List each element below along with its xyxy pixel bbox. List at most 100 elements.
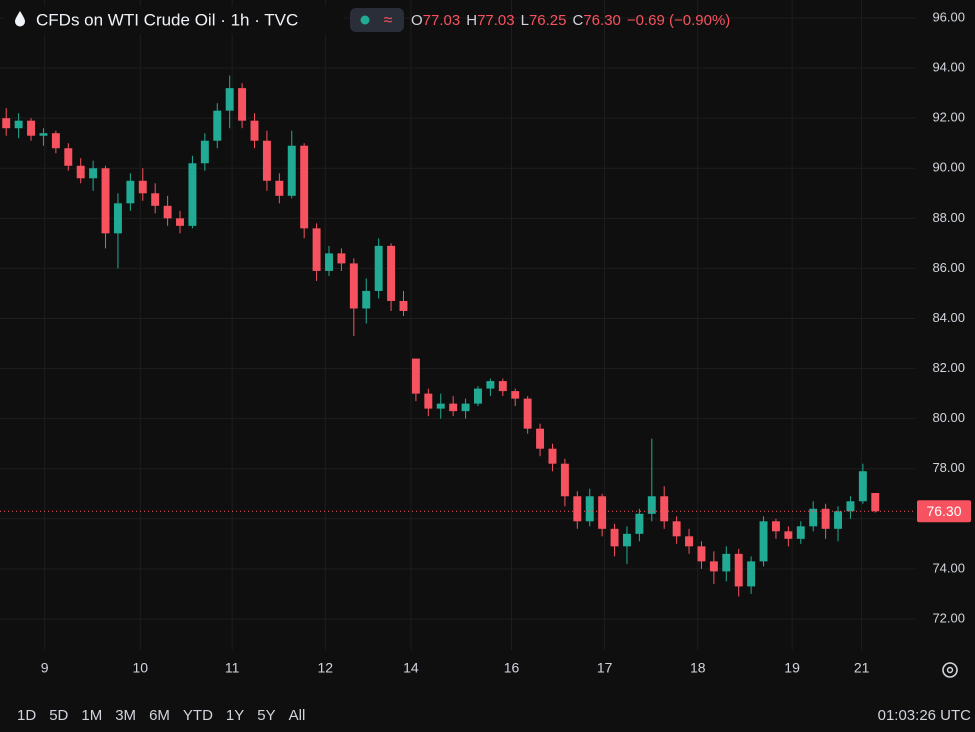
y-tick-label: 94.00 — [932, 60, 965, 75]
y-tick-label: 74.00 — [932, 560, 965, 575]
ohlc-change: −0.69 (−0.90%) — [627, 12, 730, 29]
candle-body — [374, 245, 383, 291]
ohlc-line: O77.03 H77.03 L76.25 C76.30 −0.69 (−0.90%) — [411, 12, 730, 29]
candle-body — [610, 528, 619, 547]
status-pill[interactable] — [350, 8, 404, 32]
candle-body — [622, 533, 631, 547]
candle-body — [821, 508, 830, 529]
drop-icon — [15, 11, 25, 27]
candle-body — [238, 88, 247, 121]
candle-body — [325, 253, 333, 271]
x-tick-label: 11 — [225, 660, 240, 676]
range-button[interactable]: 5Y — [257, 706, 276, 724]
toolbar: 1D 5D 1M 3M 6M YTD 1Y 5Y All 01:03:26 UTC — [0, 698, 975, 732]
x-tick-label: 18 — [690, 660, 706, 676]
ohlc-open-label: O — [411, 12, 423, 29]
candle-body — [672, 521, 681, 537]
status-wave: ≈ — [384, 12, 393, 29]
y-tick-label: 84.00 — [932, 310, 965, 325]
candle-body — [262, 140, 271, 181]
candle-body — [349, 263, 358, 309]
candle-body — [39, 133, 48, 136]
candle-body — [250, 120, 259, 141]
x-tick-label: 16 — [504, 660, 520, 676]
icon-dot — [946, 666, 954, 674]
range-button[interactable]: 1M — [81, 706, 103, 724]
candle-body — [188, 163, 197, 226]
range-button[interactable]: 6M — [149, 706, 170, 724]
last-price-label: 76.30 — [926, 503, 961, 519]
candle-body — [461, 403, 470, 412]
range-button[interactable]: 1Y — [225, 706, 245, 724]
candle-body — [598, 496, 607, 529]
candle-body — [685, 536, 694, 547]
range-button[interactable]: 3M — [115, 706, 137, 724]
candle-body — [548, 448, 557, 464]
candle-body — [846, 501, 855, 512]
candle-body — [126, 180, 135, 204]
x-tick-label: 21 — [854, 660, 870, 676]
x-tick-label: 10 — [133, 660, 149, 676]
y-tick-label: 92.00 — [932, 110, 965, 125]
candle-body — [312, 228, 321, 271]
candle-body — [474, 388, 482, 404]
candle-body — [536, 428, 545, 449]
y-tick-label: 96.00 — [932, 9, 965, 24]
settings-icon — [942, 662, 958, 678]
candle-body — [424, 393, 433, 409]
candle-body — [362, 290, 371, 309]
candle-body — [138, 180, 147, 194]
range-button[interactable]: 5D — [49, 706, 69, 724]
candle-body — [871, 493, 880, 512]
range-button[interactable]: 1D — [17, 706, 37, 724]
y-tick-label: 72.00 — [932, 610, 965, 625]
candle-body — [449, 403, 458, 412]
x-tick-label: 9 — [41, 660, 49, 676]
candle-body — [225, 88, 234, 111]
ohlc-low: 76.25 — [529, 12, 567, 29]
candle-body — [300, 145, 309, 229]
candle-body — [337, 253, 346, 264]
candle-body — [411, 358, 420, 394]
candle-body — [759, 521, 768, 562]
range-button[interactable]: All — [288, 706, 306, 724]
symbol-title: CFDs on WTI Crude Oil · 1h · TVC — [36, 10, 298, 29]
candle-body — [399, 300, 408, 311]
candle-body — [585, 496, 594, 522]
candle-body — [436, 403, 445, 409]
candle-body — [89, 168, 98, 179]
x-tick-label: 14 — [403, 660, 419, 676]
candle-body — [200, 140, 209, 164]
candle-body — [64, 148, 73, 166]
ohlc-open: 77.03 — [423, 12, 461, 29]
y-tick-label: 78.00 — [932, 460, 965, 475]
candle-body — [76, 165, 85, 179]
y-tick-label: 86.00 — [932, 260, 965, 275]
candle-body — [573, 496, 582, 522]
candle-body — [498, 381, 507, 392]
candle-body — [697, 546, 706, 562]
candle-body — [27, 120, 36, 136]
candle-body — [784, 531, 793, 539]
candle-body — [163, 205, 172, 219]
icon-ring — [942, 662, 958, 678]
candle-body — [834, 511, 842, 529]
candle-body — [809, 508, 818, 527]
y-tick-label: 80.00 — [932, 410, 965, 425]
last-price-box — [917, 500, 971, 523]
range-button[interactable]: YTD — [182, 706, 213, 724]
candle-body — [511, 391, 520, 399]
candle-body — [747, 561, 756, 587]
candle-body — [287, 145, 296, 196]
candle-body — [14, 120, 23, 129]
x-tick-label: 19 — [784, 660, 800, 676]
candle-body — [113, 203, 122, 234]
ohlc-high-label: H — [466, 12, 477, 29]
candle-body — [796, 526, 805, 539]
y-tick-label: 82.00 — [932, 360, 965, 375]
status-dot — [360, 15, 370, 25]
candle-body — [647, 496, 656, 514]
candle-body — [771, 521, 780, 532]
candle-body — [2, 118, 11, 129]
